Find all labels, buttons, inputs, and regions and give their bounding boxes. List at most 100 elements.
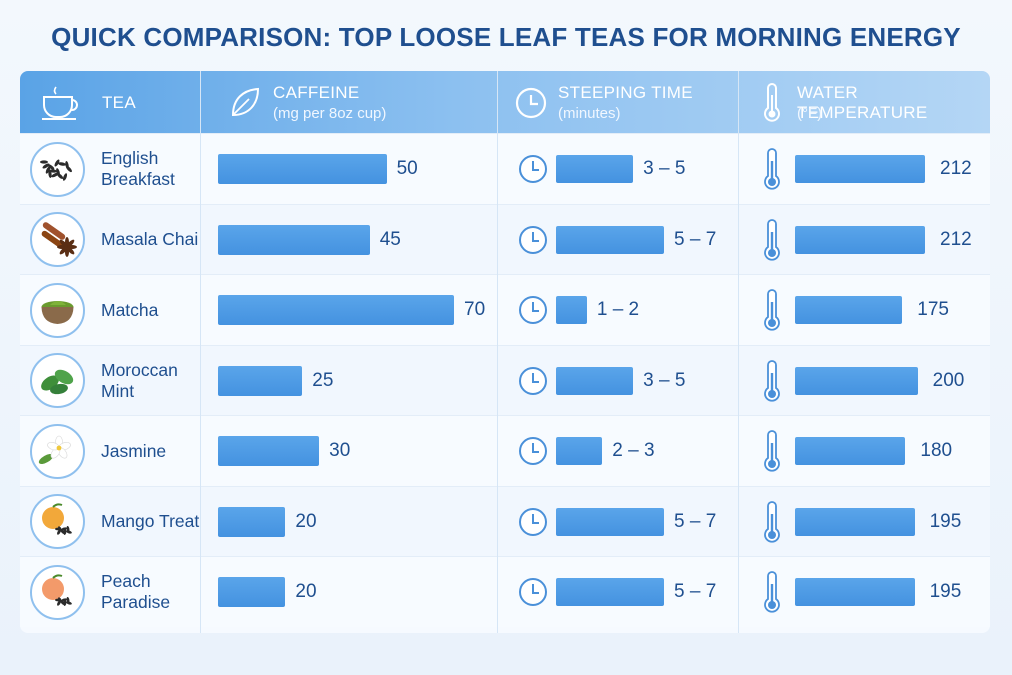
caffeine-value: 20 <box>295 510 317 532</box>
caffeine-value: 30 <box>329 440 351 462</box>
table-row: Matcha 70 1 – 2 175 <box>20 274 990 345</box>
steeping-bar <box>556 578 664 607</box>
thermometer-icon <box>764 571 780 613</box>
steeping-value: 5 – 7 <box>674 581 717 603</box>
temperature-bar <box>795 578 915 607</box>
temperature-value: 200 <box>932 369 965 391</box>
temperature-value: 212 <box>940 228 972 250</box>
header-water-unit: (°F) <box>797 105 823 122</box>
page-title: QUICK COMPARISON: TOP LOOSE LEAF TEAS FO… <box>51 22 961 52</box>
table-header: TEA CAFFEINE (mg per 8oz cup) STEEPING T… <box>20 71 990 133</box>
steeping-bar <box>556 437 603 466</box>
clock-icon <box>519 366 547 395</box>
table-row: Masala Chai 45 5 – 7 212 <box>20 203 990 274</box>
caffeine-bar <box>218 365 303 396</box>
header-water: WATER TEMPERATURE (°F) <box>739 71 990 133</box>
thermometer-icon <box>764 218 780 261</box>
caffeine-bar <box>218 295 454 326</box>
tea-avatar <box>30 212 85 268</box>
steeping-value: 3 – 5 <box>643 369 686 391</box>
tea-name: Masala Chai <box>101 229 199 250</box>
header-steeping: STEEPING TIME (minutes) <box>498 71 738 133</box>
temperature-bar <box>795 437 906 466</box>
steeping-bar <box>556 366 634 395</box>
caffeine-value: 50 <box>396 158 418 180</box>
leaf-icon <box>231 87 260 117</box>
steeping-value: 1 – 2 <box>596 299 640 321</box>
tea-name: Matcha <box>101 299 159 320</box>
thermometer-icon <box>764 500 780 543</box>
comparison-table: TEA CAFFEINE (mg per 8oz cup) STEEPING T… <box>20 71 990 633</box>
caffeine-value: 45 <box>379 228 401 250</box>
steeping-value: 5 – 7 <box>674 510 717 532</box>
tea-name: English Breakfast <box>101 148 175 190</box>
temperature-value: 212 <box>940 158 972 180</box>
table-row: Mango Treat 20 5 – 7 195 <box>20 485 990 556</box>
temperature-bar <box>795 155 925 184</box>
caffeine-value: 25 <box>312 369 334 391</box>
thermometer-icon <box>764 148 780 190</box>
caffeine-bar <box>218 506 286 537</box>
header-caffeine: CAFFEINE (mg per 8oz cup) <box>201 71 497 133</box>
peach-tea-icon <box>42 574 72 606</box>
mint-leaves-icon <box>41 370 74 395</box>
steeping-value: 5 – 7 <box>674 228 717 250</box>
header-water-label: WATER TEMPERATURE <box>797 83 928 122</box>
thermometer-icon <box>764 430 780 472</box>
mango-tea-icon <box>42 503 72 536</box>
temperature-bar <box>795 366 918 395</box>
steeping-value: 3 – 5 <box>643 158 686 180</box>
tea-avatar <box>30 564 85 620</box>
clock-icon <box>519 225 547 254</box>
clock-icon <box>519 507 547 536</box>
steeping-bar <box>556 296 587 325</box>
tea-avatar <box>30 282 85 338</box>
steeping-bar <box>556 155 634 184</box>
temperature-bar <box>795 225 925 254</box>
jasmine-flower-icon <box>38 435 71 464</box>
table-row: English Breakfast 50 3 – 5 212 <box>20 133 990 204</box>
tea-name: Mango Treat <box>101 511 200 532</box>
temperature-bar <box>795 507 915 536</box>
matcha-bowl-icon <box>41 300 74 324</box>
cinnamon-star-anise-icon <box>41 222 77 258</box>
caffeine-value: 20 <box>295 581 317 603</box>
temperature-value: 175 <box>917 299 949 321</box>
temperature-value: 195 <box>929 510 962 532</box>
header-tea-label: TEA <box>102 93 136 112</box>
steeping-bar <box>556 507 664 536</box>
tea-avatar <box>30 141 85 197</box>
clock-icon <box>519 437 547 466</box>
thermometer-icon <box>764 83 780 122</box>
black-tea-leaves-icon <box>40 159 72 181</box>
thermometer-icon <box>764 359 780 402</box>
clock-icon <box>519 155 547 184</box>
caffeine-bar <box>218 154 387 185</box>
steeping-value: 2 – 3 <box>612 440 655 462</box>
clock-icon <box>519 296 547 325</box>
table-row: Jasmine 30 2 – 3 180 <box>20 415 990 486</box>
tea-name: Jasmine <box>101 440 167 461</box>
thermometer-icon <box>764 289 780 331</box>
tea-avatar <box>30 423 85 479</box>
temperature-value: 180 <box>920 440 953 462</box>
header-caffeine-unit: (mg per 8oz cup) <box>273 105 387 122</box>
caffeine-value: 70 <box>464 299 486 321</box>
steeping-bar <box>556 225 664 254</box>
tea-name: Moroccan Mint <box>101 359 178 401</box>
caffeine-bar <box>218 577 286 608</box>
tea-avatar <box>30 494 85 550</box>
tea-avatar <box>30 353 85 409</box>
temperature-value: 195 <box>929 581 962 603</box>
table-row: Moroccan Mint 25 3 – 5 200 <box>20 344 990 415</box>
table-row: Peach Paradise 20 5 – 7 195 <box>20 556 990 627</box>
clock-icon <box>515 87 547 119</box>
caffeine-bar <box>218 436 320 467</box>
header-steeping-label: STEEPING TIME <box>558 83 693 102</box>
tea-name: Peach Paradise <box>101 571 171 613</box>
temperature-bar <box>795 296 903 325</box>
caffeine-bar <box>218 224 370 255</box>
header-caffeine-label: CAFFEINE <box>273 83 360 102</box>
clock-icon <box>519 578 547 607</box>
header-tea: TEA <box>20 71 200 133</box>
